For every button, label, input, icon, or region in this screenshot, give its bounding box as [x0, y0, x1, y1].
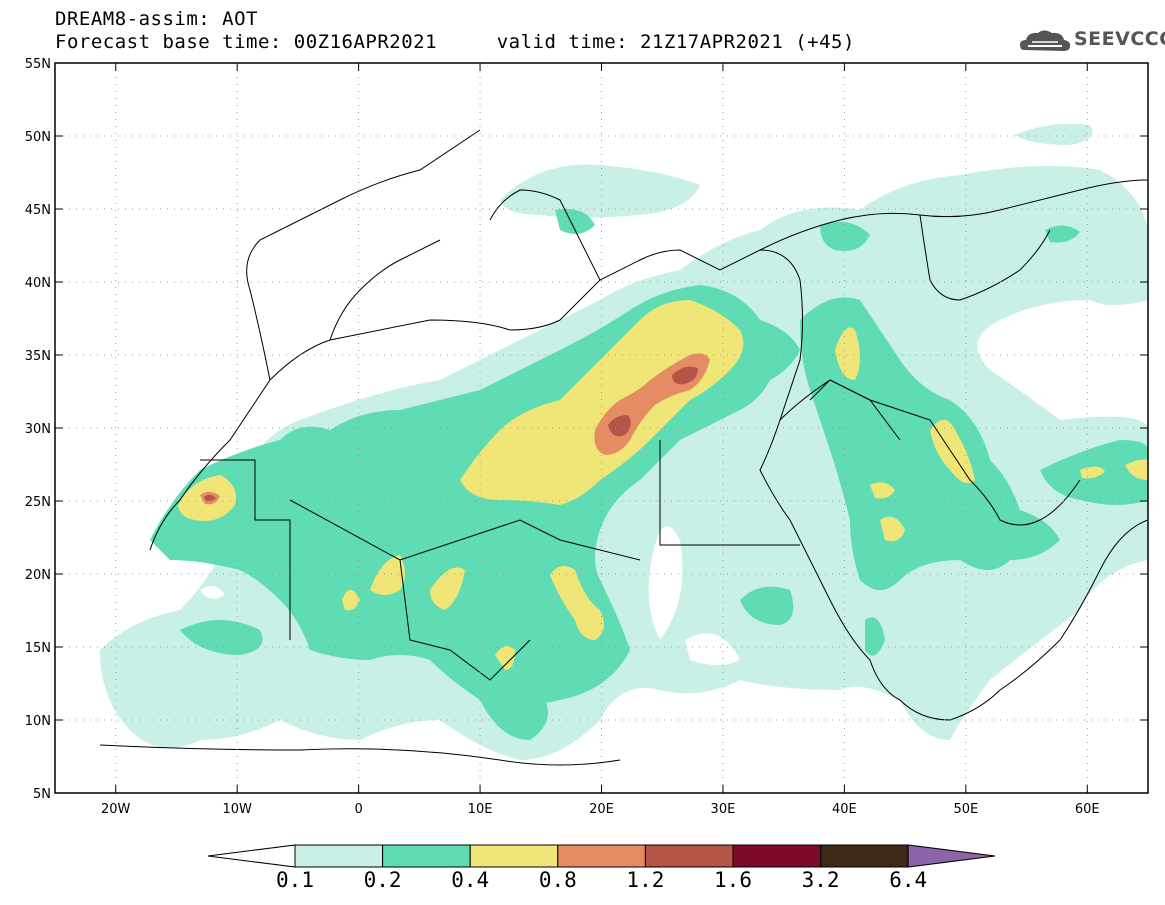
- lat-tick-label: 20N: [25, 568, 51, 583]
- lon-tick-label: 60E: [1075, 802, 1100, 817]
- colorbar: [207, 844, 996, 868]
- lat-tick-label: 5N: [33, 787, 51, 802]
- lat-tick-label: 25N: [25, 495, 51, 510]
- colorbar-label: 0.2: [363, 868, 402, 892]
- colorbar-swatch: [294, 844, 384, 868]
- colorbar-swatch: [382, 844, 471, 868]
- colorbar-swatch: [469, 844, 559, 868]
- aot-level-none: [200, 526, 740, 665]
- colorbar-label: 1.2: [626, 868, 665, 892]
- colorbar-swatch: [557, 844, 646, 868]
- lat-tick-label: 45N: [25, 203, 51, 218]
- lon-tick-label: 10W: [222, 802, 252, 817]
- colorbar-label: 1.6: [714, 868, 752, 892]
- aot-level-extreme: [204, 366, 698, 502]
- aot-contours: [100, 123, 1148, 760]
- lat-tick-label: 35N: [25, 349, 51, 364]
- colorbar-arrow-high: [907, 844, 996, 868]
- colorbar-swatch: [820, 844, 909, 868]
- lat-tick-label: 40N: [25, 276, 51, 291]
- lat-tick-label: 55N: [25, 57, 51, 72]
- map-title: DREAM8-assim: AOT: [55, 8, 258, 30]
- colorbar-label: 3.2: [801, 868, 840, 892]
- lon-tick-label: 30E: [711, 802, 736, 817]
- cloud-logo-icon: [1020, 30, 1071, 51]
- lon-tick-label: 50E: [953, 802, 978, 817]
- map-axes: 55N 50N 45N 40N 35N 30N 25N 20N 15N 10N 5N 20W 10W 0 1…: [25, 57, 1149, 817]
- lon-tick-label: 0: [354, 802, 362, 817]
- forecast-time-subtitle: Forecast base time: 00Z16APR2021 valid t…: [55, 31, 855, 53]
- lon-tick-label: 10E: [468, 802, 493, 817]
- colorbar-label: 0.1: [276, 868, 314, 892]
- lat-tick-label: 10N: [25, 714, 51, 729]
- colorbar-label: 6.4: [889, 868, 928, 892]
- coastlines: [99, 129, 1148, 766]
- colorbar-swatch: [732, 844, 822, 868]
- lon-tick-label: 40E: [832, 802, 857, 817]
- lat-tick-label: 30N: [25, 422, 51, 437]
- lat-tick-label: 15N: [25, 641, 51, 656]
- lon-tick-label: 20E: [589, 802, 614, 817]
- lat-tick-label: 50N: [25, 130, 51, 145]
- lon-tick-label: 20W: [101, 802, 131, 817]
- logo-text: SEEVCCC: [1074, 28, 1165, 50]
- colorbar-label: 0.4: [451, 868, 490, 892]
- colorbar-label: 0.8: [538, 868, 577, 892]
- colorbar-arrow-low: [207, 844, 296, 868]
- colorbar-swatch: [644, 844, 734, 868]
